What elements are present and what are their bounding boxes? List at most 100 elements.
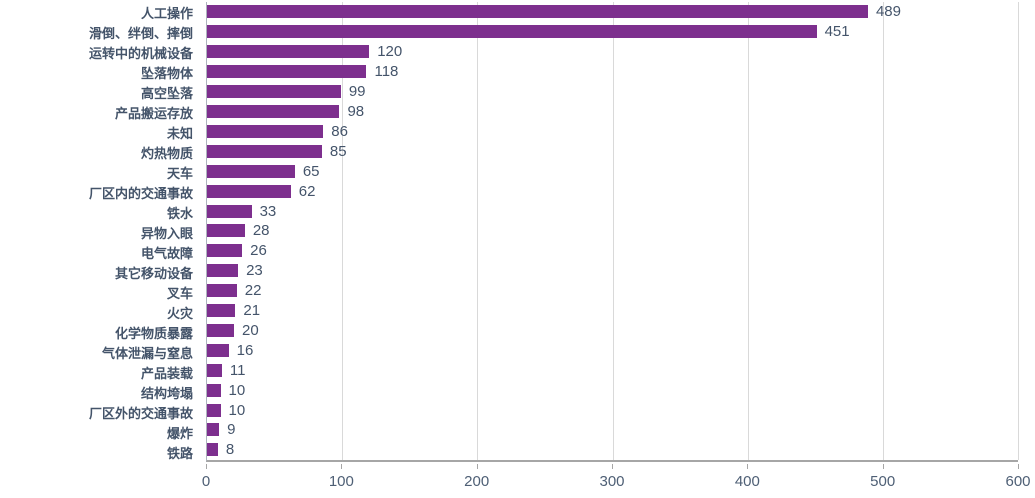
- bar-value-label: 20: [242, 321, 259, 339]
- bar: [207, 25, 817, 39]
- bar: [207, 104, 340, 118]
- bar: [207, 184, 291, 198]
- x-axis-tick-label: 300: [599, 473, 625, 490]
- bar: [207, 423, 220, 437]
- gridline: [1018, 2, 1019, 460]
- category-label: 未知: [166, 125, 193, 141]
- bar: [207, 304, 236, 318]
- bar: [207, 244, 243, 258]
- bar: [207, 383, 221, 397]
- category-label: 坠落物体: [140, 65, 193, 81]
- category-label: 厂区外的交通事故: [88, 405, 193, 421]
- category-labels: 人工操作滑倒、绊倒、摔倒 运转中的机械设备坠落物体高空坠落产品搬运存放未知灼热物质…: [0, 2, 200, 462]
- bar-row: 9: [207, 420, 1018, 440]
- bar-row: 120: [207, 42, 1018, 62]
- bar: [207, 124, 324, 138]
- bar-value-label: 9: [227, 421, 236, 439]
- category-label: 铁水: [166, 205, 193, 221]
- category-label: 人工操作: [140, 5, 193, 21]
- category-label: 结构垮塌: [140, 385, 193, 401]
- bar-value-label: 98: [347, 102, 365, 120]
- category-label: 天车: [166, 165, 193, 181]
- bar-value-label: 99: [348, 83, 366, 101]
- category-label: 厂区内的交通事故: [88, 185, 193, 201]
- gridline: [342, 2, 344, 460]
- x-axis-tick-label: 500: [870, 473, 896, 490]
- bar-row: 22: [207, 281, 1018, 301]
- bar-rows: 489 451 120 118 99 98 86 85 65 62 33 28 26 23 22 21 20 16…: [207, 2, 1018, 460]
- bar-row: 10: [207, 400, 1018, 420]
- bar-row: 98: [207, 102, 1018, 122]
- bar-row: 85: [207, 141, 1018, 161]
- category-label: 高空坠落: [140, 85, 193, 101]
- gridlines: [207, 2, 1019, 460]
- bar-value-label: 118: [374, 63, 399, 81]
- gridline: [747, 2, 749, 460]
- bar-value-label: 26: [250, 242, 267, 260]
- bar-value-label: 11: [229, 361, 246, 379]
- x-axis-tick: [747, 464, 749, 469]
- bar-value-label: 65: [302, 162, 320, 180]
- plot-area: 489 451 120 118 99 98 86 85 65 62 33 28 26 23 22 21 20 16…: [206, 2, 1019, 462]
- category-label: 异物入眼: [140, 225, 193, 241]
- bar: [207, 164, 295, 178]
- x-axis-tick: [476, 464, 478, 469]
- bar: [207, 403, 221, 417]
- bar-value-label: 23: [246, 262, 263, 280]
- x-axis-tick: [206, 464, 207, 469]
- bar-value-label: 22: [244, 282, 262, 300]
- bar-row: 20: [207, 321, 1018, 341]
- bar-row: 23: [207, 261, 1018, 281]
- bar: [207, 85, 341, 99]
- bar-row: 451: [207, 22, 1018, 42]
- gridline: [477, 2, 479, 460]
- bar-row: 10: [207, 380, 1018, 400]
- bar-value-label: 62: [298, 182, 316, 200]
- x-axis-tick: [1018, 464, 1019, 469]
- bar-row: 21: [207, 301, 1018, 321]
- bar: [207, 264, 239, 278]
- bar: [207, 443, 218, 457]
- bar-value-label: 16: [236, 341, 254, 359]
- category-label: 化学物质暴露: [114, 325, 193, 341]
- bar-row: 28: [207, 221, 1018, 241]
- x-axis-tick-label: 200: [464, 473, 490, 490]
- bar: [207, 204, 252, 218]
- bar-row: 33: [207, 201, 1018, 221]
- bar: [207, 323, 235, 337]
- bar-value-label: 451: [824, 23, 850, 41]
- bar: [207, 284, 237, 298]
- bar-row: 118: [207, 62, 1018, 82]
- bar-value-label: 21: [243, 302, 261, 320]
- bar-row: 489: [207, 2, 1018, 22]
- x-axis-tick: [882, 464, 884, 469]
- bar: [207, 65, 367, 79]
- category-label: 叉车: [166, 285, 193, 301]
- category-label: 灼热物质: [140, 145, 193, 161]
- category-label: 其它移动设备: [114, 265, 193, 281]
- bar: [207, 363, 222, 377]
- category-label: 滑倒、绊倒、摔倒: [88, 25, 193, 41]
- x-axis-tick-label: 600: [1005, 473, 1031, 490]
- bar: [207, 45, 370, 59]
- bar-row: 99: [207, 82, 1018, 102]
- bar: [207, 224, 245, 238]
- category-label: 气体泄漏与窒息: [101, 345, 193, 361]
- bar-row: 86: [207, 121, 1018, 141]
- bar-value-label: 10: [228, 381, 246, 399]
- category-label: 运转中的机械设备: [88, 45, 193, 61]
- bar-value-label: 28: [252, 222, 270, 240]
- bar-value-label: 489: [875, 3, 901, 21]
- x-axis-tick: [612, 464, 613, 469]
- category-label: 产品搬运存放: [114, 105, 193, 121]
- bar-value-label: 8: [225, 441, 235, 459]
- gridline: [612, 2, 614, 460]
- bar: [207, 5, 868, 19]
- bar-row: 8: [207, 440, 1018, 460]
- category-label: 爆炸: [166, 425, 193, 441]
- bar-value-label: 10: [228, 401, 246, 419]
- x-axis-tick-label: 400: [734, 473, 760, 490]
- gridline: [882, 2, 884, 460]
- bar-value-label: 33: [259, 202, 277, 220]
